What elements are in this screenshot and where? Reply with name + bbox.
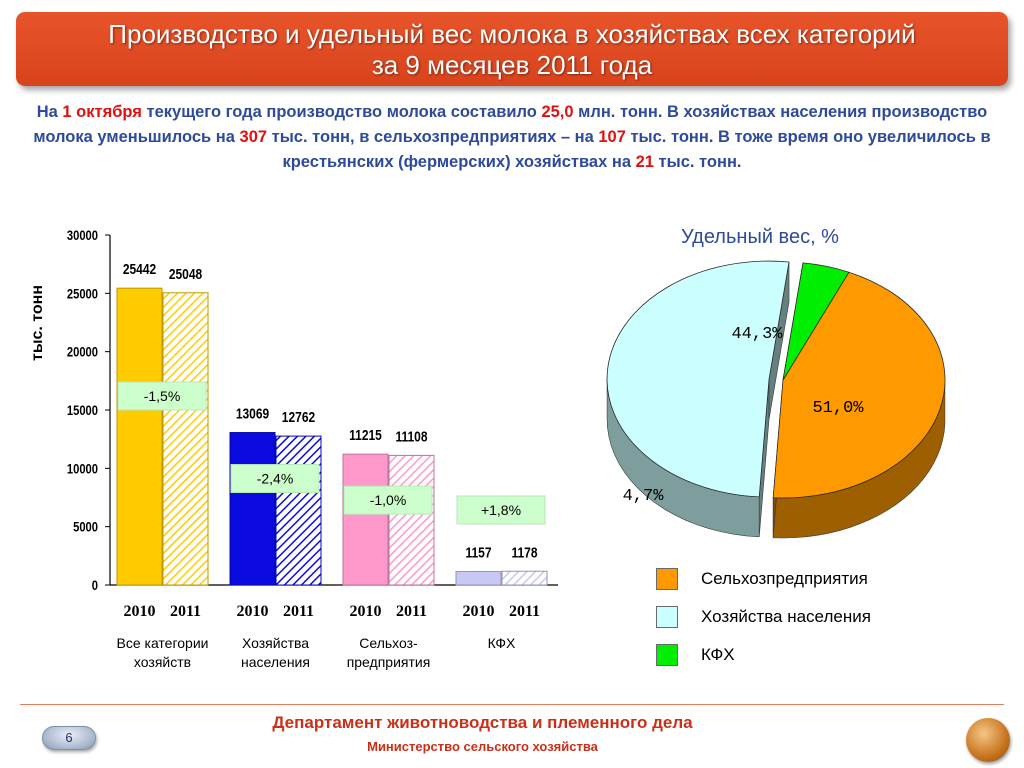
year-label: 2010	[124, 603, 156, 620]
bar-group: 13069 2010 12762 2011 -2,4% Хозяйства населени…	[229, 405, 322, 670]
bar-value-label: 1178	[511, 544, 537, 561]
pie-slice	[606, 260, 790, 498]
title-line-1: Производство и удельный вес молока в хоз…	[108, 19, 916, 49]
y-tick-label: 30000	[67, 228, 98, 243]
ministry-name: Министерство сельского хозяйства	[367, 739, 598, 754]
legend-swatch	[656, 606, 678, 628]
pie-chart-title: Удельный вес, %	[681, 226, 839, 248]
category-label: КФХ	[488, 635, 516, 651]
category-label: Хозяйства	[242, 635, 309, 651]
bar-value-label: 13069	[236, 405, 270, 422]
bar-2010	[455, 571, 502, 586]
change-badge	[456, 495, 546, 525]
bar-2011	[388, 454, 435, 586]
category-label: хозяйств	[134, 654, 191, 670]
bar-value-label: 11215	[349, 427, 382, 444]
bar-2010	[342, 453, 389, 586]
bar-2011	[275, 435, 322, 586]
year-label: 2010	[350, 603, 382, 620]
change-badge	[117, 381, 207, 411]
bar-value-label: 11108	[395, 428, 427, 445]
bar-chart: 0 5000 10000 15000 20000 25000 30000 тыс. тонн 2…	[29, 228, 558, 670]
change-label: +1,8%	[481, 502, 521, 518]
bar-2010	[116, 287, 163, 586]
legend-label: Хозяйства населения	[701, 607, 871, 626]
legend-swatch	[656, 644, 678, 666]
intro-highlight: 307	[239, 128, 268, 146]
intro-highlight: 1 октября	[62, 103, 142, 121]
bar-group: 11215 2010 11108 2011 -1,0% Сельхоз-предприят…	[342, 427, 435, 670]
y-tick-label: 15000	[67, 403, 98, 418]
legend-label: Сельхозпредприятия	[701, 569, 868, 588]
intro-text: тыс. тонн.	[653, 153, 742, 171]
change-label: -1,5%	[144, 388, 181, 404]
pie-chart: 44,3% 51,0% 4,7%	[606, 260, 946, 539]
bar-value-label: 12762	[282, 409, 316, 426]
title-banner: Производство и удельный вес молока в хоз…	[16, 12, 1008, 86]
footer-divider	[20, 704, 1004, 705]
bar-value-label: 25442	[123, 261, 157, 278]
bar-group: 1157 2010 1178 2011 +1,8% КФХ	[455, 495, 548, 651]
intro-paragraph: На 1 октября текущего года производство …	[14, 100, 1010, 175]
legend-swatch	[656, 568, 678, 590]
intro-text: На	[36, 103, 63, 121]
bar-2010	[229, 432, 276, 586]
bar-value-label: 25048	[169, 266, 203, 283]
category-label: предприятия	[347, 654, 431, 670]
y-tick-label: 10000	[67, 461, 98, 476]
ministry-logo-icon	[966, 718, 1010, 762]
bar-value-label: 1157	[465, 544, 491, 561]
intro-highlight: 21	[635, 153, 654, 171]
pie-slice	[782, 262, 850, 381]
y-tick-label: 25000	[67, 286, 98, 301]
bar-2011	[501, 570, 548, 586]
category-label: населения	[241, 654, 310, 670]
change-badge	[230, 464, 320, 494]
legend-label: КФХ	[701, 645, 735, 664]
pie-top	[606, 260, 946, 499]
pie-slice-label: 51,0%	[812, 399, 864, 418]
pie-slice-label: 44,3%	[731, 325, 783, 344]
year-label: 2011	[509, 603, 540, 620]
intro-text: текущего года производство молока состав…	[141, 103, 542, 121]
year-label: 2011	[170, 603, 201, 620]
department-name: Департамент животноводства и племенного …	[272, 713, 693, 732]
title-line-2: за 9 месяцев 2011 года	[371, 50, 653, 80]
page-number-badge: 6	[42, 726, 96, 750]
page-number: 6	[65, 730, 73, 745]
y-tick-label: 20000	[67, 345, 98, 360]
intro-highlight: 25,0	[541, 103, 574, 121]
category-label: Сельхоз-	[359, 635, 418, 651]
bar-2011	[162, 292, 209, 586]
category-label: Все категории	[117, 635, 209, 651]
pie-slice	[772, 271, 946, 499]
bar-group: 25442 2010 25048 2011 -1,5% Все категории хозя…	[116, 261, 209, 670]
year-label: 2011	[283, 603, 314, 620]
y-tick-label: 0	[92, 578, 98, 593]
intro-text: тыс. тонн. В тоже время оно увеличилось …	[282, 128, 991, 171]
change-badge	[343, 485, 433, 515]
year-label: 2011	[396, 603, 427, 620]
intro-highlight: 107	[598, 128, 626, 146]
change-label: -2,4%	[257, 471, 294, 487]
intro-text: тыс. тонн, в сельхозпредприятиях – на	[267, 128, 599, 146]
year-label: 2010	[463, 603, 495, 620]
pie-slice-label: 4,7%	[623, 487, 665, 506]
y-axis-label: тыс. тонн	[29, 285, 46, 361]
year-label: 2010	[237, 603, 269, 620]
change-label: -1,0%	[370, 492, 407, 508]
y-tick-label: 5000	[73, 520, 98, 535]
intro-text: млн. тонн. В хозяйствах населения произв…	[33, 103, 988, 146]
